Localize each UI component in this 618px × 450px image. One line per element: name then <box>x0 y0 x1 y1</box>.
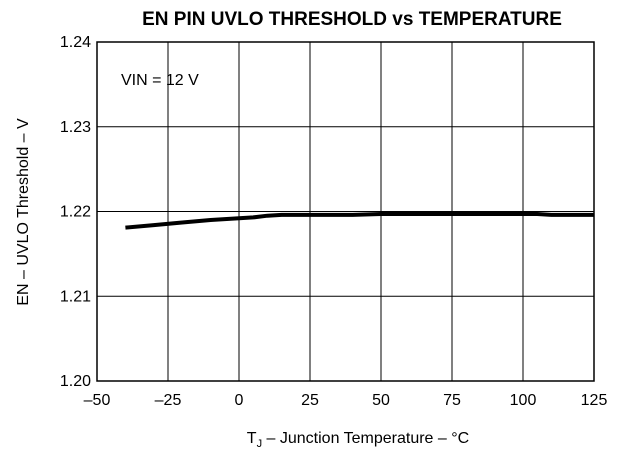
x-tick-label: –50 <box>84 392 111 409</box>
x-axis-label-subscript: J <box>257 438 263 450</box>
x-axis-label: TJ – Junction Temperature – °C <box>247 430 469 450</box>
x-tick-label: 25 <box>301 392 319 409</box>
x-tick-label: 100 <box>510 392 537 409</box>
y-tick-label: 1.23 <box>60 119 91 136</box>
y-tick-label: 1.20 <box>60 373 91 390</box>
x-tick-label: 75 <box>443 392 461 409</box>
grid-lines <box>96 41 595 382</box>
series-layer <box>125 212 594 230</box>
x-tick-label: 0 <box>235 392 244 409</box>
y-tick-label: 1.24 <box>60 34 91 51</box>
x-axis-label-rest: – Junction Temperature – °C <box>262 430 469 447</box>
y-tick-label: 1.21 <box>60 288 91 305</box>
y-axis-label: EN – UVLO Threshold – V <box>15 118 32 306</box>
x-tick-label: 50 <box>372 392 390 409</box>
annotation-vin: VIN = 12 V <box>121 72 199 89</box>
y-tick-label: 1.22 <box>60 204 91 221</box>
x-tick-label: 125 <box>581 392 608 409</box>
chart-title: EN PIN UVLO THRESHOLD vs TEMPERATURE <box>142 9 562 30</box>
series-line <box>125 212 594 230</box>
tick-labels: –50 –25 0 25 50 75 100 125 1.20 1.21 1.22 1.23 1.24 <box>60 34 608 409</box>
x-axis-label-main: T <box>247 430 257 447</box>
x-tick-label: –25 <box>155 392 182 409</box>
plot-frame <box>96 41 595 382</box>
